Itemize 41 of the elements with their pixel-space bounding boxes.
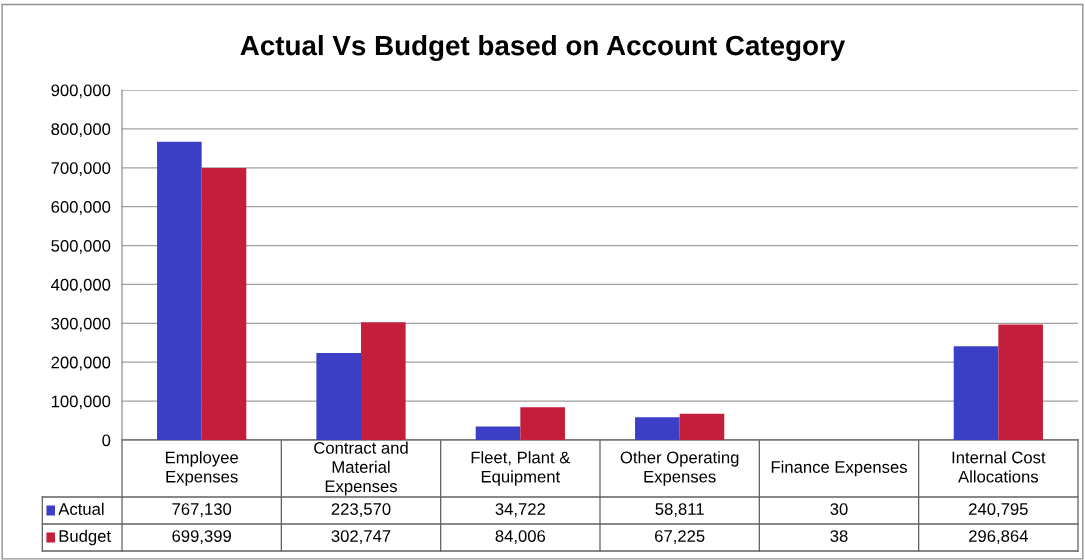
legend-label: Budget (59, 529, 111, 546)
data-label: 767,130 (172, 503, 232, 517)
bar (201, 168, 247, 440)
bar (679, 413, 725, 440)
y-tick-label: 400,000 (51, 278, 111, 293)
x-tick-label: Employee Expenses (165, 451, 238, 486)
x-tick-label: Other Operating Expenses (620, 451, 739, 486)
bar (953, 346, 999, 440)
data-label: 58,811 (655, 503, 704, 517)
y-tick-label: 600,000 (51, 201, 111, 215)
data-label: 84,006 (495, 530, 546, 544)
x-tick-label: Contract and Material Expenses (314, 441, 408, 496)
data-label: 30 (830, 503, 848, 515)
y-tick-label: 900,000 (51, 84, 111, 99)
bar (998, 324, 1043, 440)
data-label: 34,722 (495, 503, 545, 517)
legend-label: Actual (58, 502, 104, 515)
x-tick-label: Fleet, Plant & Equipment (471, 451, 571, 486)
y-tick-label: 800,000 (51, 123, 111, 138)
data-label: 67,225 (655, 530, 705, 544)
data-label: 223,570 (331, 503, 391, 517)
bar (316, 353, 361, 440)
y-tick-label: 700,000 (51, 162, 111, 176)
bar (635, 417, 680, 440)
data-label: 240,795 (969, 503, 1028, 517)
chart-title: Actual Vs Budget based on Account Category (240, 34, 846, 62)
y-tick-label: 100,000 (51, 395, 111, 410)
y-tick-label: 500,000 (51, 239, 111, 254)
y-tick-label: 300,000 (51, 317, 111, 332)
bar (361, 322, 406, 440)
bar (475, 426, 521, 440)
bar (157, 141, 202, 440)
data-label: 38 (830, 530, 848, 542)
x-tick-label: Finance Expenses (771, 460, 907, 477)
y-tick-label: 200,000 (51, 356, 111, 371)
data-label: 296,864 (969, 530, 1028, 544)
bar (520, 407, 565, 440)
data-label: 699,399 (172, 530, 231, 544)
y-tick-label: 0 (102, 434, 111, 447)
x-tick-label: Internal Cost Allocations (952, 451, 1046, 483)
data-label: 302,747 (331, 530, 391, 544)
